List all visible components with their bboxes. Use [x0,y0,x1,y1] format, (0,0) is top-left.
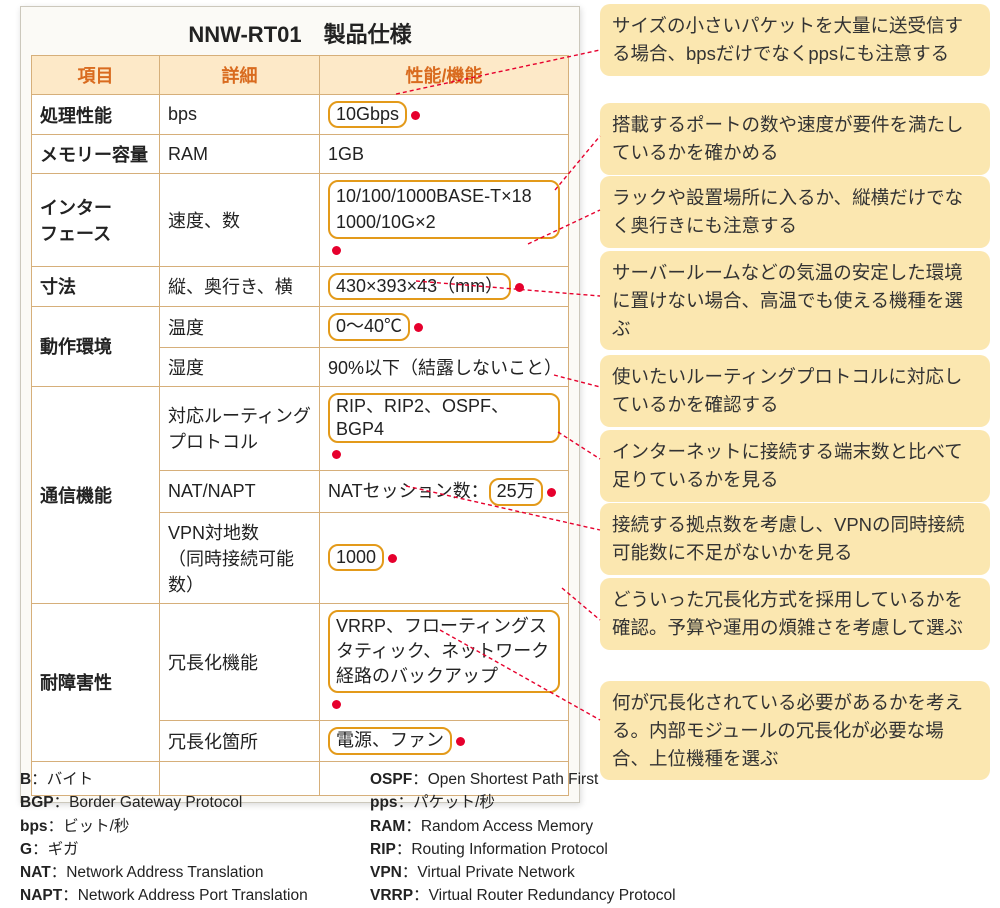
table-row: メモリー容量RAM1GB [32,135,569,174]
glossary-item: RIP：Routing Information Protocol [370,838,680,861]
leader-dot [414,323,423,332]
cell-category: 通信機能 [32,386,160,603]
highlight: 10/100/1000BASE-T×181000/10G×2 [328,180,560,238]
spec-tbody: 処理性能bps10Gbpsメモリー容量RAM1GBインターフェース速度、数10/… [32,95,569,796]
glossary-item: BGP：Border Gateway Protocol [20,791,330,814]
glossary-item: pps：パケット/秒 [370,791,680,814]
glossary-item: bps：ビット/秒 [20,815,330,838]
cell-detail: 速度、数 [160,174,320,266]
spec-table: 項目 詳細 性能/機能 処理性能bps10Gbpsメモリー容量RAM1GBインタ… [31,55,569,796]
callout: 使いたいルーティングプロトコルに対応しているかを確認する [600,355,990,427]
cell-value: RIP、RIP2、OSPF、BGP4 [320,386,569,471]
cell-value: 電源、ファン [320,721,569,761]
callout: サーバールームなどの気温の安定した環境に置けない場合、高温でも使える機種を選ぶ [600,251,990,350]
callout: インターネットに接続する端末数と比べて足りているかを見る [600,430,990,502]
cell-detail: 湿度 [160,347,320,386]
spec-sheet: NNW-RT01 製品仕様 項目 詳細 性能/機能 処理性能bps 10Gbps メ… [20,6,580,803]
table-row: 寸法縦、奥行き、横 430×393×43（mm） [32,266,569,306]
callout: ラックや設置場所に入るか、縦横だけでなく奥行きにも注意する [600,176,990,248]
cell-category: 処理性能 [32,95,160,135]
table-row: インターフェース速度、数10/100/1000BASE-T×181000/10G… [32,174,569,266]
highlight: 25万 [489,478,543,505]
cell-value: 10Gbps [320,95,569,135]
cell-detail: bps [160,95,320,135]
sheet-title: NNW-RT01 製品仕様 [31,17,569,49]
callout: 搭載するポートの数や速度が要件を満たしているかを確かめる [600,103,990,175]
cell-category: インターフェース [32,174,160,266]
highlight: 電源、ファン [328,727,452,754]
highlight: 430×393×43（mm） [328,273,511,300]
callout: 何が冗長化されている必要があるかを考える。内部モジュールの冗長化が必要な場合、上… [600,681,990,780]
table-row: 耐障害性冗長化機能VRRP、フローティングスタティック、ネットワーク経路のバック… [32,603,569,721]
glossary-item: OSPF：Open Shortest Path First [370,768,680,791]
cell-value: 1000 [320,512,569,603]
cell-value: 0〜40℃ [320,307,569,347]
cell-detail: 対応ルーティングプロトコル [160,386,320,471]
cell-detail: RAM [160,135,320,174]
leader-dot [332,700,341,709]
highlight: 1000 [328,544,384,571]
cell-detail: 冗長化機能 [160,603,320,721]
cell-detail: NAT/NAPT [160,471,320,512]
glossary-item: NAT：Network Address Translation [20,861,330,884]
cell-value: VRRP、フローティングスタティック、ネットワーク経路のバックアップ [320,603,569,721]
leader-dot [332,450,341,459]
glossary-item: RAM：Random Access Memory [370,815,680,838]
cell-value: 90%以下（結露しないこと） [320,347,569,386]
table-row: 動作環境温度0〜40℃ [32,307,569,347]
callout: 接続する拠点数を考慮し、VPNの同時接続可能数に不足がないかを見る [600,503,990,575]
leader-dot [388,554,397,563]
cell-detail: 縦、奥行き、横 [160,266,320,306]
cell-value: 430×393×43（mm） [320,266,569,306]
leader-dot [547,488,556,497]
highlight: VRRP、フローティングスタティック、ネットワーク経路のバックアップ [328,610,560,694]
cell-category: 動作環境 [32,307,160,386]
cell-detail: 冗長化箇所 [160,721,320,761]
highlight: 10Gbps [328,101,407,128]
glossary-item: VPN：Virtual Private Network [370,861,680,884]
callout: サイズの小さいパケットを大量に送受信する場合、bpsだけでなくppsにも注意する [600,4,990,76]
highlight: 0〜40℃ [328,313,410,340]
glossary-item: NAPT：Network Address Port Translation [20,884,330,907]
glossary-item: G：ギガ [20,838,330,861]
glossary-item: VRRP：Virtual Router Redundancy Protocol [370,884,680,907]
glossary-item: B：バイト [20,768,330,791]
cell-category: 耐障害性 [32,603,160,761]
cell-value: NATセッション数：25万 [320,471,569,512]
glossary-col-right: OSPF：Open Shortest Path Firstpps：パケット/秒R… [370,768,680,908]
table-row: 処理性能bps 10Gbps [32,95,569,135]
leader-dot [515,283,524,292]
cell-detail: VPN対地数（同時接続可能数） [160,512,320,603]
cell-value: 10/100/1000BASE-T×181000/10G×2 [320,174,569,266]
glossary: B：バイトBGP：Border Gateway Protocolbps：ビット/… [20,768,680,908]
cell-value: 1GB [320,135,569,174]
cell-category: メモリー容量 [32,135,160,174]
highlight: RIP、RIP2、OSPF、BGP4 [328,393,560,444]
th-detail: 詳細 [160,56,320,95]
th-value: 性能/機能 [320,56,569,95]
table-row: 通信機能対応ルーティングプロトコルRIP、RIP2、OSPF、BGP4 [32,386,569,471]
callout: どういった冗長化方式を採用しているかを確認。予算や運用の煩雑さを考慮して選ぶ [600,578,990,650]
leader-dot [456,737,465,746]
leader-dot [332,246,341,255]
cell-detail: 温度 [160,307,320,347]
cell-category: 寸法 [32,266,160,306]
leader-dot [411,111,420,120]
glossary-col-left: B：バイトBGP：Border Gateway Protocolbps：ビット/… [20,768,330,908]
th-item: 項目 [32,56,160,95]
